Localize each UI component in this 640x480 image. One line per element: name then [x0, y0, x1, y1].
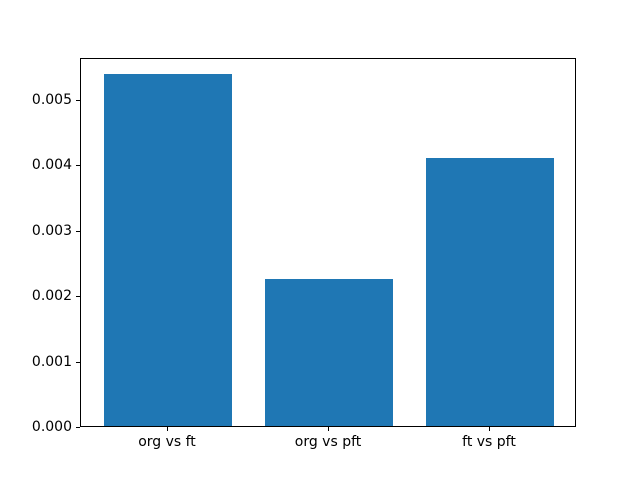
x-axis-tick-label: org vs pft — [294, 434, 362, 450]
y-axis-tick-label: 0.004 — [31, 157, 72, 173]
plot-area — [80, 58, 576, 427]
y-axis-tick-mark — [76, 296, 80, 297]
y-axis-tick-mark — [76, 100, 80, 101]
y-axis-tick-label: 0.003 — [31, 223, 72, 239]
x-axis-tick-label: ft vs pft — [462, 434, 516, 450]
bar-ft-vs-pft — [425, 158, 555, 426]
y-axis-tick-label: 0.005 — [31, 92, 72, 108]
x-axis-tick-label: org vs ft — [138, 434, 196, 450]
y-axis-tick-label: 0.001 — [31, 354, 72, 370]
y-axis-tick-mark — [76, 231, 80, 232]
y-axis-tick-mark — [76, 427, 80, 428]
x-axis-tick-mark — [167, 427, 168, 431]
y-axis-tick-label: 0.000 — [31, 419, 72, 435]
x-axis-tick-mark — [489, 427, 490, 431]
bar-org-vs-ft — [103, 74, 233, 426]
y-axis-tick-mark — [76, 165, 80, 166]
y-axis-tick-mark — [76, 362, 80, 363]
y-axis-tick-label: 0.002 — [31, 288, 72, 304]
x-axis-tick-mark — [328, 427, 329, 431]
bar-org-vs-pft — [264, 278, 394, 426]
